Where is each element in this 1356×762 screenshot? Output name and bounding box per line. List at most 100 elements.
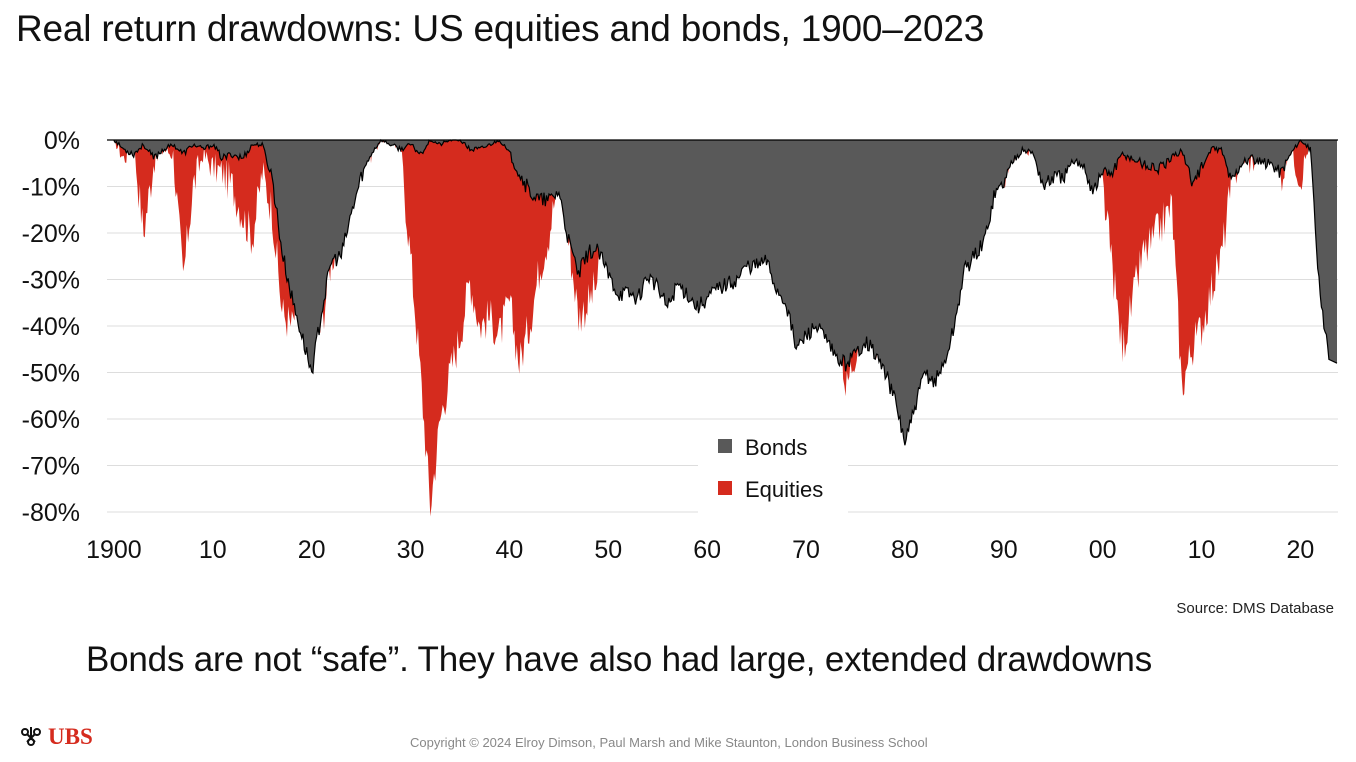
bonds-point: [558, 191, 559, 192]
bonds-point: [133, 153, 134, 154]
bonds-point: [341, 256, 342, 257]
bonds-point: [944, 363, 945, 364]
drawdown-chart: 0%-10%-20%-30%-40%-50%-60%-70%-80% 1900 1…: [22, 127, 1338, 564]
bonds-point: [1260, 163, 1261, 164]
bonds-point: [766, 260, 767, 261]
bonds-point: [736, 279, 737, 280]
bonds-point: [232, 153, 233, 154]
bonds-point: [954, 325, 955, 326]
bonds-point: [1023, 149, 1024, 150]
copyright-notice: Copyright © 2024 Elroy Dimson, Paul Mars…: [410, 735, 928, 750]
y-tick-label: -80%: [22, 499, 80, 527]
equities-point: [489, 316, 490, 317]
bonds-point: [1112, 172, 1113, 173]
bonds-point: [1102, 172, 1103, 173]
legend: Bonds Equities: [698, 425, 848, 515]
equities-point: [548, 232, 549, 233]
equities-point: [173, 153, 174, 154]
y-tick-label: -40%: [22, 313, 80, 341]
equities-point: [845, 391, 846, 392]
legend-swatch-equities: [718, 481, 732, 495]
equities-point: [499, 335, 500, 336]
bonds-point: [163, 149, 164, 150]
bonds-point: [390, 144, 391, 145]
bonds-point: [1043, 186, 1044, 187]
bonds-point: [1072, 163, 1073, 164]
equities-point: [469, 279, 470, 280]
equities-point: [1152, 242, 1153, 243]
bonds-point: [311, 372, 312, 373]
bonds-point: [123, 149, 124, 150]
equities-point: [222, 172, 223, 173]
page-title: Real return drawdowns: US equities and b…: [16, 8, 985, 49]
equities-point: [519, 363, 520, 364]
equities-point: [192, 186, 193, 187]
x-tick-label: 20: [298, 536, 326, 564]
bonds-point: [262, 144, 263, 145]
x-tick-label: 50: [594, 536, 622, 564]
bonds-point: [687, 293, 688, 294]
bonds-point: [1211, 149, 1212, 150]
equities-point: [232, 186, 233, 187]
bonds-point: [1191, 181, 1192, 182]
equities-point: [242, 214, 243, 215]
y-tick-label: -10%: [22, 174, 80, 202]
bonds-point: [598, 251, 599, 252]
bonds-point: [904, 442, 905, 443]
bonds-point: [489, 144, 490, 145]
x-tick-label: 1900: [86, 536, 142, 564]
equities-point: [212, 167, 213, 168]
bonds-point: [301, 335, 302, 336]
bonds-point: [469, 149, 470, 150]
bonds-point: [173, 144, 174, 145]
bonds-line: [113, 138, 1338, 446]
bonds-point: [993, 195, 994, 196]
bonds-point: [964, 270, 965, 271]
bonds-point: [440, 144, 441, 145]
bonds-point: [934, 381, 935, 382]
equities-point: [252, 237, 253, 238]
equities-point: [1122, 349, 1123, 350]
x-tick-label: 90: [990, 536, 1018, 564]
bonds-point: [183, 153, 184, 154]
equities-point: [153, 163, 154, 164]
bonds-point: [1181, 149, 1182, 150]
equities-point: [183, 279, 184, 280]
equities-point: [578, 316, 579, 317]
x-axis-ticks: 1900 10 20 30 40 50 60 70 80 90 00 10 20: [86, 536, 1314, 564]
bonds-point: [1003, 181, 1004, 182]
bonds-point: [361, 177, 362, 178]
bonds-point: [637, 298, 638, 299]
equities-point: [1300, 177, 1301, 178]
bonds-point: [796, 349, 797, 350]
y-tick-label: -50%: [22, 360, 80, 388]
equities-point: [529, 325, 530, 326]
bonds-point: [1013, 158, 1014, 159]
bonds-point: [974, 256, 975, 257]
bonds-point: [667, 307, 668, 308]
bonds-point: [628, 293, 629, 294]
subtitle: Bonds are not “safe”. They have also had…: [86, 640, 1152, 679]
equities-point: [202, 153, 203, 154]
bonds-point: [1033, 153, 1034, 154]
bonds-point: [539, 200, 540, 201]
bonds-point: [647, 274, 648, 275]
bonds-point: [835, 358, 836, 359]
equities-point: [1161, 223, 1162, 224]
equities-point: [598, 279, 599, 280]
x-tick-label: 10: [199, 536, 227, 564]
bonds-point: [1250, 158, 1251, 159]
bonds-point: [519, 172, 520, 173]
bonds-point: [1132, 158, 1133, 159]
equities-point: [588, 302, 589, 303]
bonds-point: [914, 409, 915, 410]
bonds-point: [1053, 177, 1054, 178]
equities-point: [509, 302, 510, 303]
bonds-point: [805, 335, 806, 336]
bonds-point: [983, 242, 984, 243]
y-tick-label: -20%: [22, 220, 80, 248]
bonds-point: [865, 339, 866, 340]
bonds-point: [618, 293, 619, 294]
bonds-point: [321, 312, 322, 313]
x-tick-label: 10: [1188, 536, 1216, 564]
